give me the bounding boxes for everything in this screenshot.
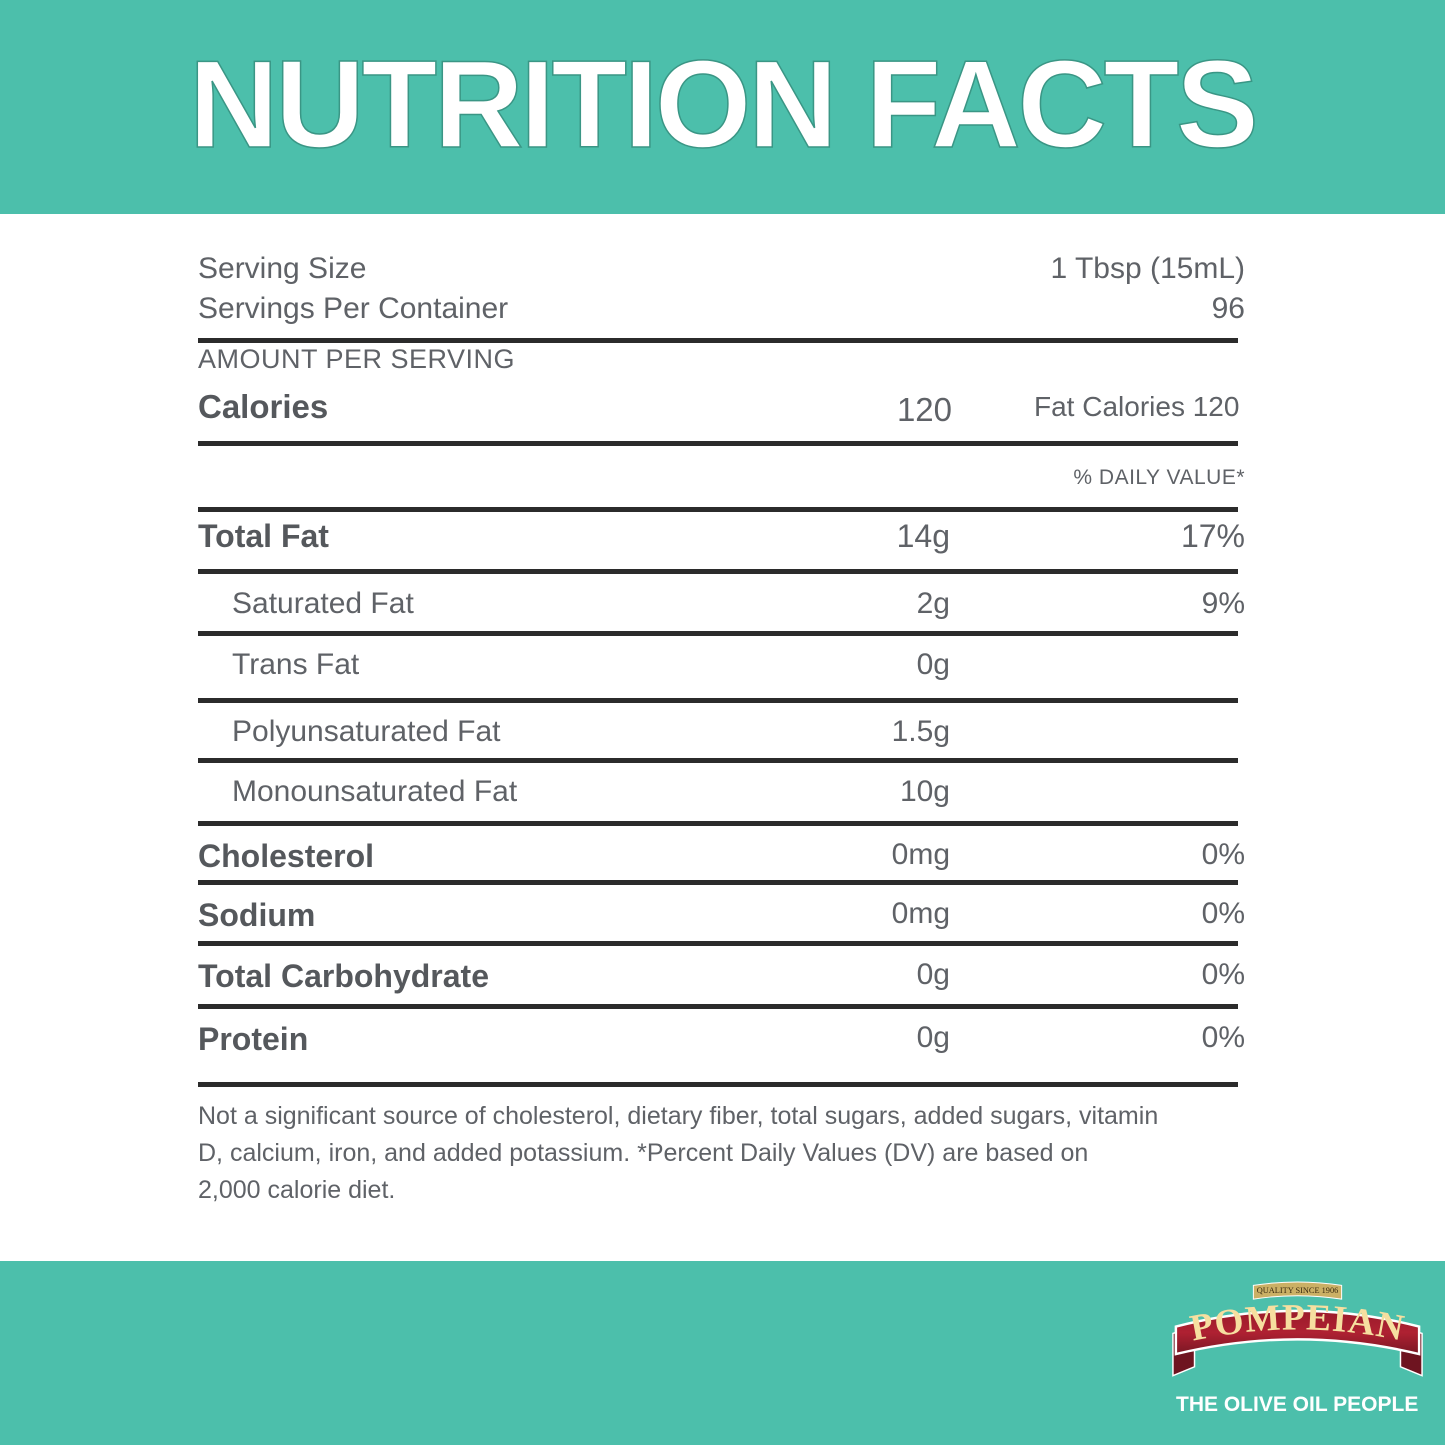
svg-text:QUALITY SINCE 1906: QUALITY SINCE 1906 — [1257, 1286, 1339, 1295]
svg-text:POMPEIAN: POMPEIAN — [1187, 1297, 1408, 1349]
